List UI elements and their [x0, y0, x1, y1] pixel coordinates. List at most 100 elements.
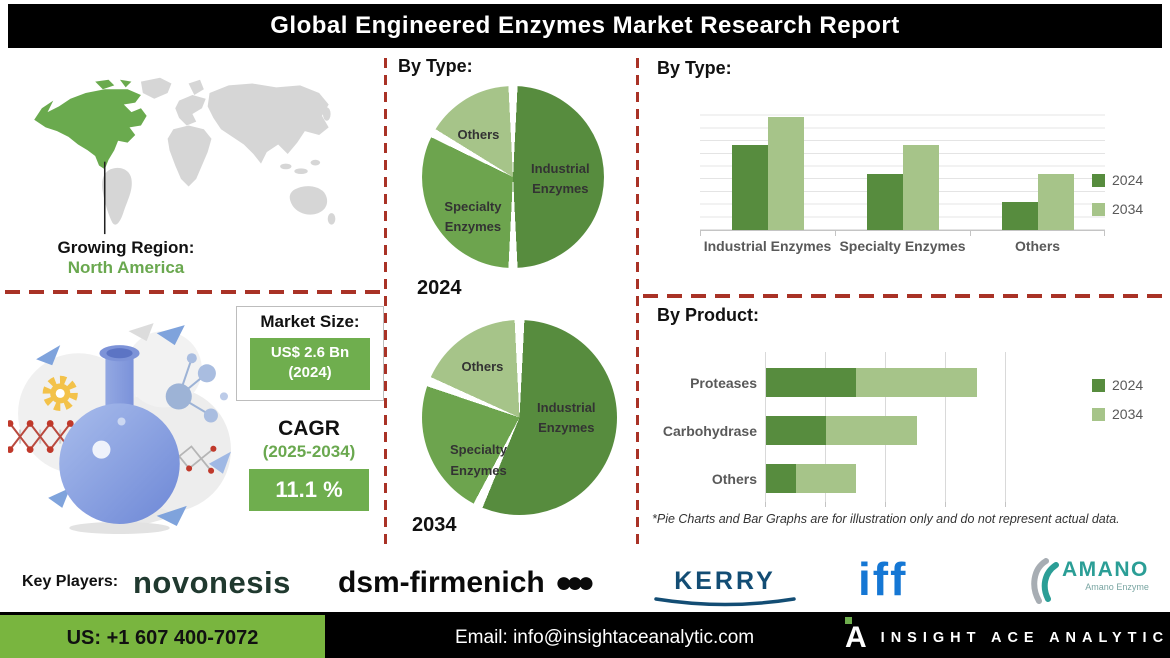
legend-swatch-2034	[1092, 407, 1105, 421]
by-type-legend: 2024 2034	[1092, 172, 1143, 230]
footer-email: Email: info@insightaceanalytic.com	[455, 627, 755, 648]
dsm-firmenich-wordmark: dsm-firmenich	[338, 566, 545, 599]
divider-vertical-left	[384, 58, 387, 545]
growing-region-block: Growing Region: North America	[36, 238, 216, 278]
flask-icon	[59, 345, 180, 535]
kerry-swoosh-icon	[654, 597, 796, 607]
footer-phone-block: US: +1 607 400-7072	[0, 615, 325, 658]
footer-bar: US: +1 607 400-7072 Email: info@insighta…	[0, 612, 1170, 658]
bar-group-industrial	[731, 103, 804, 230]
pie-section-title: By Type:	[398, 56, 473, 76]
pie-year-2024: 2024	[417, 277, 462, 299]
legend-item-2024: 2024	[1092, 172, 1143, 188]
product-row-carbohydrase: Carbohydrase	[645, 416, 1007, 445]
pie-slice-label-industrial: Industrial Enzymes	[531, 160, 590, 196]
logo-iff: iff	[858, 553, 908, 605]
legend-label-2024: 2024	[1112, 172, 1144, 188]
divider-vertical-right	[636, 58, 639, 545]
bar-2024	[866, 174, 903, 230]
segment-2034	[856, 368, 977, 397]
growing-region-value: North America	[67, 258, 185, 277]
disclaimer-footnote: *Pie Charts and Bar Graphs are for illus…	[652, 512, 1120, 526]
pie-year-2034: 2034	[412, 514, 457, 536]
product-row-others: Others	[645, 464, 1007, 493]
row-label: Proteases	[690, 374, 757, 391]
amano-subtitle: Amano Enzyme	[1085, 582, 1149, 593]
divider-horizontal-left	[5, 290, 383, 294]
amano-wordmark: AMANO	[1062, 558, 1149, 581]
cagr-panel: CAGR (2025-2034) 11.1 %	[236, 417, 382, 511]
product-section-title: By Product:	[657, 305, 760, 325]
legend-swatch-2024	[1092, 378, 1105, 392]
bar-2034	[902, 144, 939, 230]
logo-dsm-firmenich: dsm-firmenich ●●●	[338, 566, 595, 600]
legend-item-2034: 2034	[1092, 201, 1143, 217]
footer-phone: US: +1 607 400-7072	[66, 626, 259, 649]
bar-category-labels: Industrial Enzymes Specialty Enzymes Oth…	[700, 238, 1105, 254]
category-label: Others	[1014, 238, 1061, 254]
flask-illustration	[6, 300, 234, 538]
brand-logo-icon: A	[845, 617, 867, 653]
stacked-bar	[766, 368, 1007, 397]
cagr-value: 11.1 %	[275, 477, 343, 502]
segment-2024	[766, 368, 857, 397]
logo-amano: AMANO Amano Enzyme	[1026, 558, 1149, 604]
molecule-icon	[165, 353, 228, 423]
legend-label-2024: 2024	[1112, 377, 1144, 393]
legend-swatch-2024	[1092, 173, 1105, 187]
product-row-proteases: Proteases	[645, 368, 1007, 397]
segment-2024	[766, 464, 797, 493]
cagr-label: CAGR	[278, 417, 340, 440]
segment-2024	[766, 416, 827, 445]
bar-group-others	[1001, 103, 1074, 230]
segment-2034	[826, 416, 917, 445]
legend-item-2024: 2024	[1092, 377, 1143, 393]
page-title: Global Engineered Enzymes Market Researc…	[270, 12, 900, 39]
brand-name: INSIGHT ACE ANALYTIC	[880, 630, 1170, 646]
market-size-value: US$ 2.6 Bn	[270, 344, 350, 361]
brand-dot-icon	[845, 617, 852, 624]
bar-group-specialty	[866, 103, 939, 230]
logo-novonesis: novonesis	[133, 565, 291, 600]
row-label: Carbohydrase	[662, 422, 757, 439]
bar-section-title: By Type:	[657, 58, 732, 78]
row-label: Others	[711, 470, 757, 487]
pie-slice-label-specialty: Specialty Enzymes	[450, 442, 508, 478]
legend-label-2034: 2034	[1112, 201, 1144, 217]
legend-item-2034: 2034	[1092, 406, 1143, 422]
by-type-bar-chart	[700, 103, 1105, 231]
north-america-highlight	[34, 79, 147, 170]
logo-kerry: KERRY	[650, 567, 800, 614]
stacked-bar	[766, 416, 1007, 445]
pie-slice-label-specialty: Specialty Enzymes	[444, 198, 502, 235]
category-label: Specialty Enzymes	[839, 238, 966, 254]
market-size-year: (2024)	[288, 364, 332, 382]
world-map-illustration	[28, 74, 353, 236]
bar-2024	[731, 144, 768, 230]
pie-chart-2024: Industrial Enzymes Specialty Enzymes Oth…	[422, 86, 604, 268]
key-players-label: Key Players:	[22, 573, 119, 590]
stacked-bar	[766, 464, 1007, 493]
kerry-wordmark: KERRY	[674, 567, 776, 595]
legend-label-2034: 2034	[1112, 406, 1144, 422]
cagr-period: (2025-2034)	[262, 442, 356, 461]
gear-icon	[42, 375, 78, 411]
flask-svg	[6, 323, 231, 535]
cagr-value-box: 11.1 %	[249, 469, 369, 511]
pie-slice-label-others: Others	[457, 127, 500, 143]
growing-region-label: Growing Region:	[57, 238, 195, 257]
pie-chart-2034: Industrial Enzymes Specialty Enzymes Oth…	[422, 320, 617, 515]
legend-swatch-2034	[1092, 202, 1105, 216]
market-size-value-box: US$ 2.6 Bn (2024)	[250, 338, 370, 390]
market-size-label: Market Size:	[260, 312, 360, 331]
pie-slice-label-industrial: Industrial Enzymes	[537, 399, 596, 435]
dsm-dots-icon: ●●●	[554, 566, 595, 599]
market-size-panel: Market Size: US$ 2.6 Bn (2024)	[236, 306, 384, 401]
world-map-svg	[34, 77, 336, 235]
pie-slice-label-others: Others	[461, 358, 504, 374]
amano-leaf-icon	[1031, 558, 1059, 604]
category-label: Industrial Enzymes	[703, 238, 832, 254]
bar-2034	[1037, 174, 1074, 230]
bar-2024	[1001, 202, 1038, 230]
